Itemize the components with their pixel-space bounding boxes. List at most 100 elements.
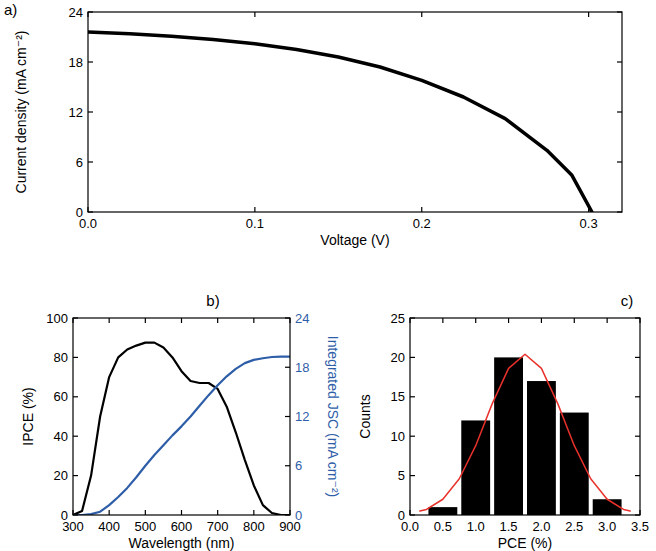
x-tick xyxy=(181,510,182,515)
x-tick-label: 3.5 xyxy=(631,519,649,534)
y-tick xyxy=(73,396,78,397)
y2-tick xyxy=(285,465,290,466)
y-tick-label: 18 xyxy=(69,55,83,70)
y2-tick-label: 18 xyxy=(295,360,309,375)
y-tick xyxy=(410,396,415,397)
y2-tick-label: 24 xyxy=(295,311,309,326)
y2-tick xyxy=(285,514,290,515)
x-tick xyxy=(508,510,509,515)
y-tick xyxy=(73,475,78,476)
histogram-bar xyxy=(560,413,589,515)
x-tick xyxy=(253,510,254,515)
y-tick xyxy=(88,11,93,12)
x-tick-label: 700 xyxy=(207,519,229,534)
y-tick xyxy=(410,357,415,358)
histogram-bar xyxy=(527,381,556,515)
y-tick xyxy=(410,317,415,318)
x-tick xyxy=(442,510,443,515)
y-tick xyxy=(73,514,78,515)
x-tick-label: 1.0 xyxy=(467,519,485,534)
plot-data xyxy=(73,343,290,515)
histogram-bar xyxy=(461,420,490,515)
y-tick-label: 5 xyxy=(398,468,405,483)
x-tick xyxy=(475,510,476,515)
y-tick-right xyxy=(617,11,622,12)
figure: 0.00.10.20.306121824Voltage (V)Current d… xyxy=(0,0,656,551)
y-tick-label: 0 xyxy=(61,508,68,523)
x-tick-top xyxy=(475,318,476,323)
chart-panel: 0.00.10.20.306121824Voltage (V)Current d… xyxy=(4,1,622,248)
x-tick-top xyxy=(109,318,110,323)
x-tick-top xyxy=(145,318,146,323)
x-tick-top xyxy=(217,318,218,323)
x-tick-top xyxy=(253,318,254,323)
y-tick-label: 24 xyxy=(69,5,83,20)
y-tick-label: 12 xyxy=(69,105,83,120)
x-tick-top xyxy=(607,318,608,323)
y2-axis-label: Integrated JSC (mA cm⁻²) xyxy=(325,336,341,497)
y2-tick-label: 6 xyxy=(295,458,302,473)
y-tick-label: 25 xyxy=(391,311,405,326)
x-tick-label: 800 xyxy=(243,519,265,534)
x-tick xyxy=(145,510,146,515)
y-tick-label: 6 xyxy=(76,155,83,170)
panel-title: a) xyxy=(4,1,17,18)
y2-tick-label: 12 xyxy=(295,409,309,424)
y-tick-label: 10 xyxy=(391,429,405,444)
y2-tick xyxy=(285,367,290,368)
y2-tick-label: 0 xyxy=(295,508,302,523)
x-tick-top xyxy=(87,12,88,17)
x-tick xyxy=(541,510,542,515)
y-tick-right xyxy=(617,211,622,212)
x-tick xyxy=(639,510,640,515)
y-tick xyxy=(410,514,415,515)
series-line xyxy=(73,357,290,515)
y2-tick xyxy=(285,317,290,318)
y-tick-right xyxy=(617,61,622,62)
x-tick-top xyxy=(588,12,589,17)
x-tick xyxy=(289,510,290,515)
series-line xyxy=(420,354,630,511)
x-tick-label: 0.3 xyxy=(580,216,598,231)
x-tick-label: 600 xyxy=(171,519,193,534)
y-tick-right xyxy=(635,436,640,437)
x-tick-label: 1.5 xyxy=(500,519,518,534)
y-tick-label: 0 xyxy=(398,508,405,523)
y-tick-label: 40 xyxy=(54,429,68,444)
x-axis-label: Voltage (V) xyxy=(320,232,389,248)
y-tick-right xyxy=(635,514,640,515)
panel-title: c) xyxy=(621,292,634,309)
y-tick-right xyxy=(617,111,622,112)
x-tick xyxy=(72,510,73,515)
x-axis-label: Wavelength (nm) xyxy=(128,535,234,551)
y-tick-label: 20 xyxy=(54,468,68,483)
y-tick xyxy=(88,61,93,62)
x-tick-top xyxy=(181,318,182,323)
y-tick xyxy=(73,357,78,358)
y-tick-label: 0 xyxy=(76,205,83,220)
plot-data xyxy=(88,32,592,212)
y-axis-label: Current density (mA cm⁻²) xyxy=(13,31,29,194)
histogram-bar xyxy=(428,507,457,515)
x-axis-label: PCE (%) xyxy=(498,535,552,551)
x-tick-top xyxy=(639,318,640,323)
x-tick xyxy=(109,510,110,515)
x-tick xyxy=(421,207,422,212)
y-tick-right xyxy=(635,396,640,397)
x-tick xyxy=(607,510,608,515)
x-tick-top xyxy=(409,318,410,323)
y-tick xyxy=(73,436,78,437)
x-tick xyxy=(588,207,589,212)
y-tick xyxy=(410,475,415,476)
x-tick-top xyxy=(541,318,542,323)
y-tick xyxy=(410,436,415,437)
x-tick-top xyxy=(289,318,290,323)
chart-panel: 3004005006007008009000204060801000612182… xyxy=(20,292,341,551)
x-tick-top xyxy=(421,12,422,17)
y-tick xyxy=(88,211,93,212)
x-tick-top xyxy=(254,12,255,17)
x-tick xyxy=(217,510,218,515)
y-tick-label: 20 xyxy=(391,350,405,365)
histogram-bar xyxy=(593,499,622,515)
x-tick xyxy=(254,207,255,212)
